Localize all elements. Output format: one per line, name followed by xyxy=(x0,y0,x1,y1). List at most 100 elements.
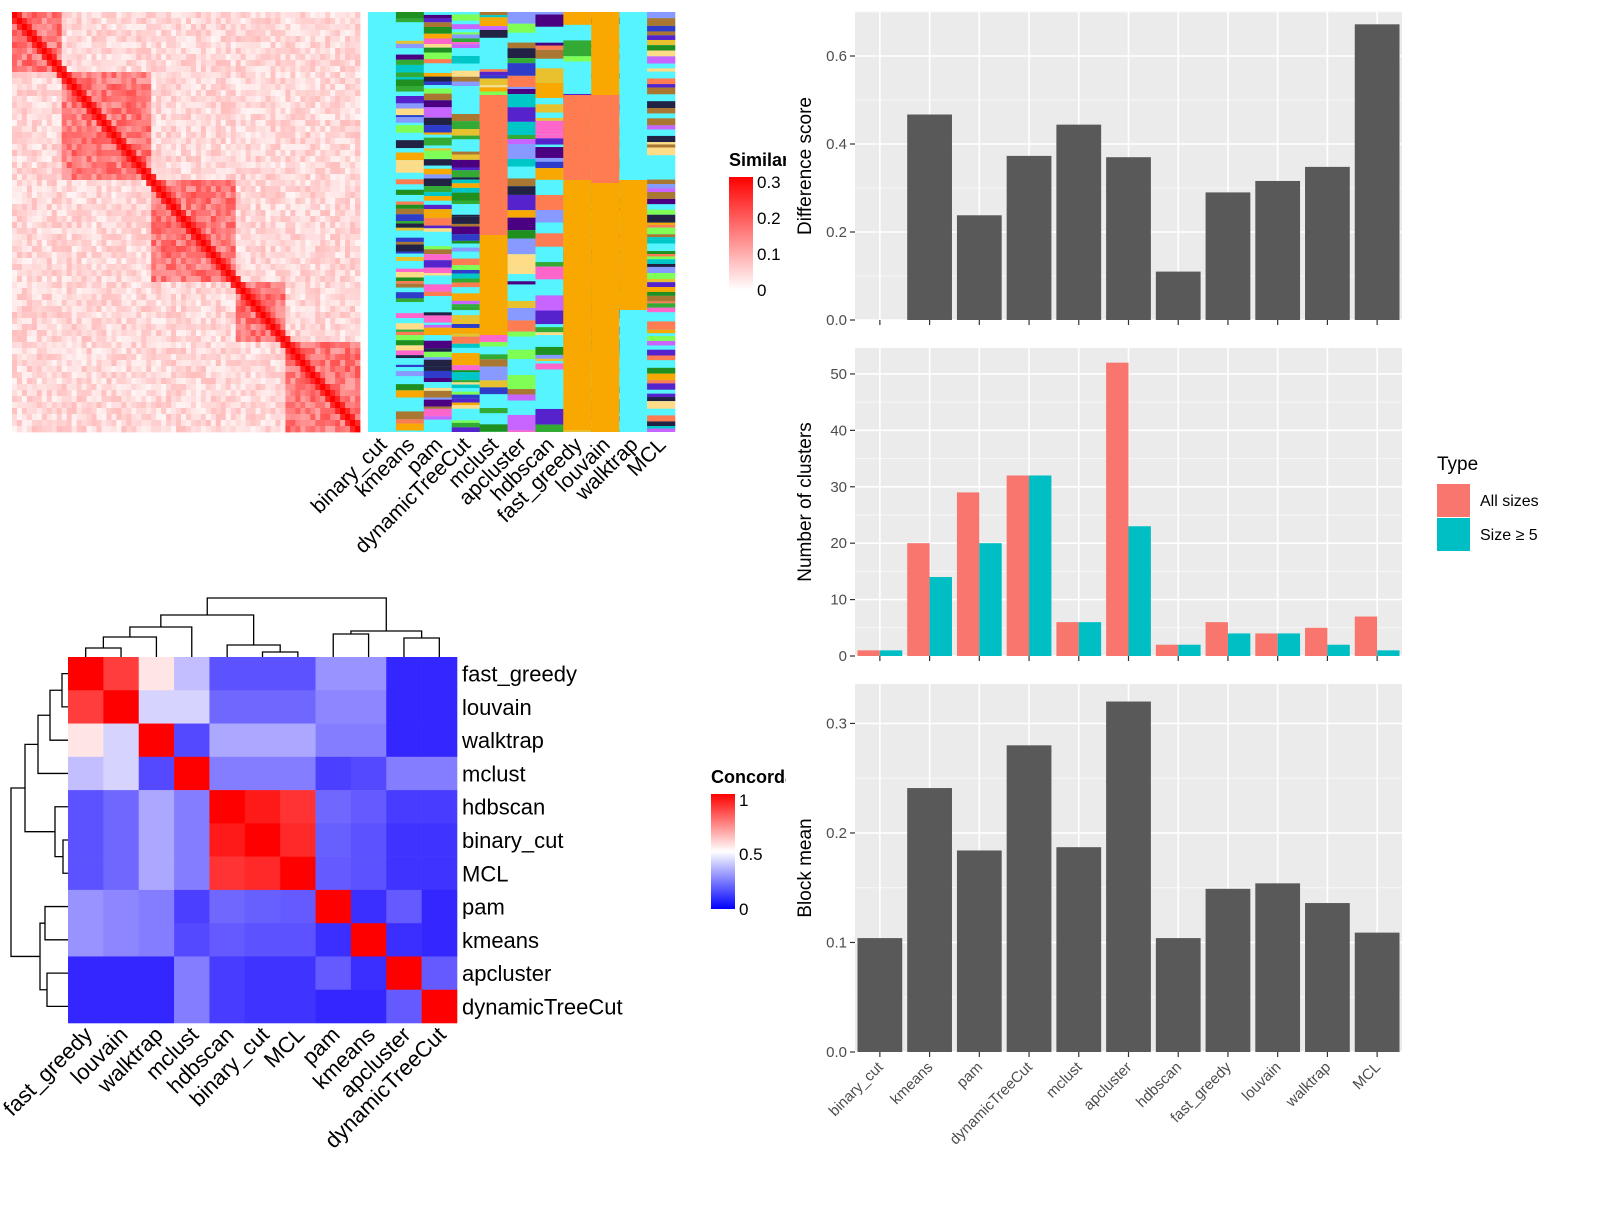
similarity-cell xyxy=(66,168,73,175)
similarity-cell xyxy=(190,126,197,133)
similarity-cell xyxy=(46,120,53,127)
similarity-cell xyxy=(280,330,286,337)
similarity-cell xyxy=(76,294,82,301)
similarity-cell xyxy=(76,234,82,241)
similarity-cell xyxy=(225,12,232,19)
similarity-cell xyxy=(106,204,112,211)
similarity-cell xyxy=(56,90,63,97)
similarity-cell xyxy=(31,54,38,61)
annotation-stripe xyxy=(395,117,425,123)
similarity-cell xyxy=(275,120,281,127)
similarity-cell xyxy=(141,360,147,367)
similarity-cell xyxy=(225,234,232,241)
similarity-cell xyxy=(51,294,58,301)
similarity-cell xyxy=(56,54,63,61)
similarity-cell xyxy=(335,120,341,127)
similarity-cell xyxy=(290,12,296,19)
similarity-cell xyxy=(355,222,361,229)
similarity-cell xyxy=(21,18,28,25)
similarity-cell xyxy=(51,204,58,211)
similarity-cell xyxy=(76,396,82,403)
similarity-cell xyxy=(91,144,97,151)
similarity-cell xyxy=(195,192,202,199)
similarity-cell xyxy=(345,258,351,265)
similarity-cell xyxy=(210,330,217,337)
similarity-cell xyxy=(96,150,102,157)
similarity-cell xyxy=(101,390,107,397)
similarity-cell xyxy=(186,276,192,283)
similarity-cell xyxy=(200,372,207,379)
similarity-cell xyxy=(210,144,217,151)
similarity-cell xyxy=(270,156,276,163)
similarity-cell xyxy=(156,150,162,157)
similarity-cell xyxy=(181,258,187,265)
similarity-cell xyxy=(195,96,202,103)
similarity-cell xyxy=(21,138,28,145)
similarity-cell xyxy=(111,66,117,73)
similarity-cell xyxy=(161,252,167,259)
similarity-cell xyxy=(151,156,157,163)
similarity-cell xyxy=(270,348,276,355)
similarity-cell xyxy=(275,414,281,421)
similarity-cell xyxy=(181,384,187,391)
similarity-cell xyxy=(176,408,182,415)
similarity-cell xyxy=(71,378,78,385)
similarity-cell xyxy=(136,342,142,349)
similarity-cell xyxy=(41,24,48,31)
similarity-cell xyxy=(176,180,182,187)
similarity-cell xyxy=(330,354,336,361)
similarity-cell xyxy=(220,384,227,391)
similarity-cell xyxy=(66,54,73,61)
similarity-cell xyxy=(235,156,242,163)
similarity-cell xyxy=(81,18,87,25)
similarity-cell xyxy=(16,420,23,427)
similarity-cell xyxy=(270,276,276,283)
similarity-cell xyxy=(171,78,177,85)
similarity-cell xyxy=(71,228,78,235)
similarity-cell xyxy=(56,252,63,259)
similarity-cell xyxy=(106,390,112,397)
similarity-cell xyxy=(21,144,28,151)
similarity-cell xyxy=(106,258,112,265)
annotation-stripe xyxy=(395,244,425,252)
similarity-cell xyxy=(290,246,296,253)
similarity-cell xyxy=(61,48,68,55)
similarity-cell xyxy=(350,144,356,151)
similarity-cell xyxy=(101,330,107,337)
similarity-cell xyxy=(161,240,167,247)
similarity-cell xyxy=(136,336,142,343)
similarity-cell xyxy=(96,84,102,91)
similarity-cell xyxy=(195,384,202,391)
similarity-cell xyxy=(12,348,18,355)
similarity-cell xyxy=(315,372,321,379)
similarity-cell xyxy=(111,78,117,85)
similarity-cell xyxy=(215,240,222,247)
similarity-cell xyxy=(106,246,112,253)
similarity-cell xyxy=(275,246,281,253)
similarity-cell xyxy=(91,216,97,223)
similarity-cell xyxy=(340,90,346,97)
similarity-cell xyxy=(225,372,232,379)
similarity-cell xyxy=(300,264,306,271)
similarity-cell xyxy=(141,336,147,343)
similarity-cell xyxy=(355,234,361,241)
similarity-cell xyxy=(320,282,326,289)
similarity-cell xyxy=(71,204,78,211)
similarity-cell xyxy=(31,258,38,265)
similarity-cell xyxy=(270,42,276,49)
similarity-cell xyxy=(325,114,331,121)
similarity-cell xyxy=(71,90,78,97)
similarity-cell xyxy=(315,282,321,289)
similarity-cell xyxy=(210,36,217,43)
similarity-cell xyxy=(31,426,38,433)
similarity-cell xyxy=(310,234,316,241)
similarity-cell xyxy=(161,60,167,67)
similarity-cell xyxy=(136,72,142,79)
similarity-cell xyxy=(86,186,92,193)
similarity-cell xyxy=(66,240,73,247)
similarity-cell xyxy=(280,156,286,163)
similarity-cell xyxy=(320,30,326,37)
similarity-cell xyxy=(106,300,112,307)
similarity-cell xyxy=(96,348,102,355)
